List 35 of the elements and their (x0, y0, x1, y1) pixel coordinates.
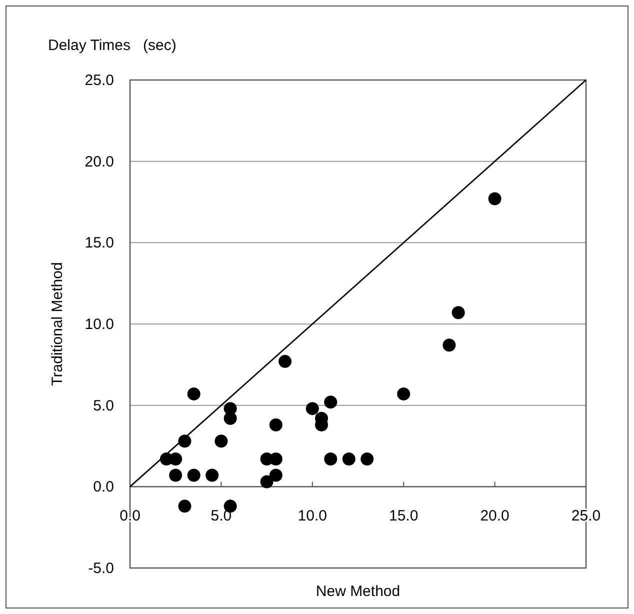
point (488, 192, 502, 206)
chart-title: Delay Times (sec) (48, 37, 176, 54)
point (206, 468, 219, 482)
point (442, 338, 456, 352)
point (224, 412, 237, 425)
y-tick-label: 15.0 (84, 234, 114, 252)
point (360, 452, 374, 466)
x-tick-label: 10.0 (298, 508, 327, 525)
x-axis-title: New Method (316, 583, 400, 600)
y-tick-label: 10.0 (84, 316, 114, 333)
y-tick-label: -5.0 (88, 560, 114, 577)
y-tick-label: 5.0 (93, 397, 114, 414)
point (214, 434, 228, 448)
point (324, 452, 338, 466)
y-axis-title: Traditional Method (49, 262, 66, 386)
y-tick-label: 25.0 (84, 72, 114, 89)
y-tick-label: 20.0 (84, 153, 114, 170)
point (169, 452, 182, 466)
point (397, 387, 410, 400)
x-tick-label: 15.0 (389, 508, 418, 525)
point (324, 396, 338, 409)
point (278, 354, 292, 368)
y-tick-label: 0.0 (93, 478, 114, 496)
point (169, 468, 182, 482)
point (306, 402, 319, 416)
point (260, 475, 274, 488)
point (269, 452, 282, 466)
point (342, 452, 356, 466)
point (452, 306, 465, 320)
point (269, 418, 282, 432)
point (187, 468, 200, 482)
point (269, 468, 282, 482)
x-tick-label: 20.0 (480, 508, 510, 525)
point (187, 387, 200, 400)
point (178, 500, 192, 513)
